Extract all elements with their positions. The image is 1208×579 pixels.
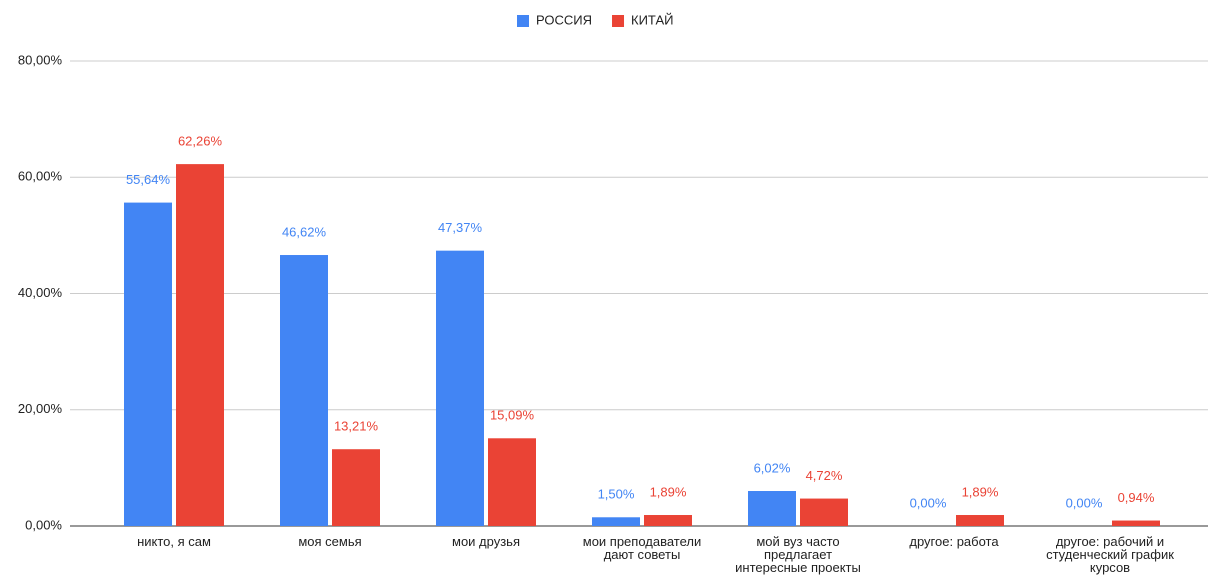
x-tick-label: моя семья <box>298 534 362 549</box>
x-tick-label: никто, я сам <box>137 534 211 549</box>
bar <box>124 202 172 526</box>
y-tick-label: 0,00% <box>25 517 62 532</box>
bar <box>488 438 536 526</box>
x-tick-label: мой вуз часто предлагает интересные прое… <box>735 534 861 575</box>
value-label: 0,00% <box>1066 495 1103 510</box>
value-label: 0,94% <box>1118 490 1155 505</box>
value-label: 55,64% <box>126 172 171 187</box>
y-tick-label: 20,00% <box>18 401 63 416</box>
bar <box>956 515 1004 526</box>
bar <box>176 164 224 526</box>
bar <box>436 250 484 527</box>
value-label: 15,09% <box>490 408 535 423</box>
y-tick-label: 60,00% <box>18 169 63 184</box>
legend-label: КИТАЙ <box>631 12 673 27</box>
value-label: 47,37% <box>438 220 483 235</box>
value-label: 46,62% <box>282 224 327 239</box>
x-tick-label: мои преподаватели дают советы <box>582 534 702 562</box>
bar <box>1112 520 1160 526</box>
y-tick-label: 80,00% <box>18 52 63 67</box>
value-label: 1,89% <box>962 484 999 499</box>
value-label: 62,26% <box>178 134 223 149</box>
x-tick-label: другое: рабочий и студенческий график ку… <box>1046 534 1174 575</box>
value-label: 1,89% <box>650 484 687 499</box>
y-tick-label: 40,00% <box>18 285 63 300</box>
legend-label: РОССИЯ <box>536 12 592 27</box>
bar <box>644 515 692 526</box>
value-label: 13,21% <box>334 419 379 434</box>
bar <box>592 517 640 526</box>
x-tick-label: мои друзья <box>452 534 520 549</box>
value-label: 4,72% <box>806 468 843 483</box>
bar <box>332 449 380 526</box>
bar <box>800 498 848 526</box>
value-label: 1,50% <box>598 487 635 502</box>
value-label: 6,02% <box>754 460 791 475</box>
x-tick-label: другое: работа <box>909 534 999 549</box>
bar <box>280 255 328 527</box>
legend-swatch <box>612 15 625 27</box>
value-label: 0,00% <box>910 495 947 510</box>
bar <box>748 491 796 526</box>
legend-swatch <box>517 15 529 27</box>
